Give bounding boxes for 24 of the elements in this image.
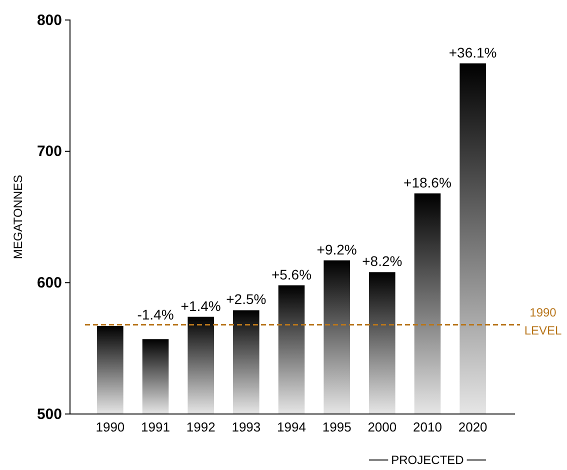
- x-tick-label: 1994: [277, 419, 306, 434]
- x-tick-label: 2010: [413, 419, 442, 434]
- y-axis-title: MEGATONNES: [11, 174, 25, 260]
- x-tick-label: 1990: [96, 419, 125, 434]
- x-tick-label: 1995: [322, 419, 352, 434]
- annotation: +18.6%: [404, 174, 452, 190]
- annotation: +5.6%: [271, 266, 312, 282]
- y-tick-label: 800: [36, 12, 62, 29]
- x-tick-label: 1991: [141, 419, 170, 434]
- ref-line-label: 1990 LEVEL: [524, 306, 562, 338]
- annotation: +36.1%: [448, 44, 497, 60]
- text: PROJECTED: [391, 453, 464, 467]
- x-tick-label: 1993: [232, 419, 261, 434]
- annotation: +8.2%: [362, 253, 402, 270]
- y-tick-label: 500: [36, 406, 62, 423]
- annotation: +1.4%: [180, 298, 221, 314]
- annotation: +9.2%: [316, 241, 357, 258]
- x-tick-label: 2000: [368, 419, 397, 434]
- annotation: -1.4%: [137, 306, 174, 323]
- x-tick-label: 1992: [186, 419, 216, 434]
- x-tick-label: 2020: [458, 419, 488, 434]
- y-tick-label: 600: [36, 274, 62, 292]
- y-tick-label: 700: [36, 143, 62, 160]
- annotation: +2.5%: [226, 291, 266, 308]
